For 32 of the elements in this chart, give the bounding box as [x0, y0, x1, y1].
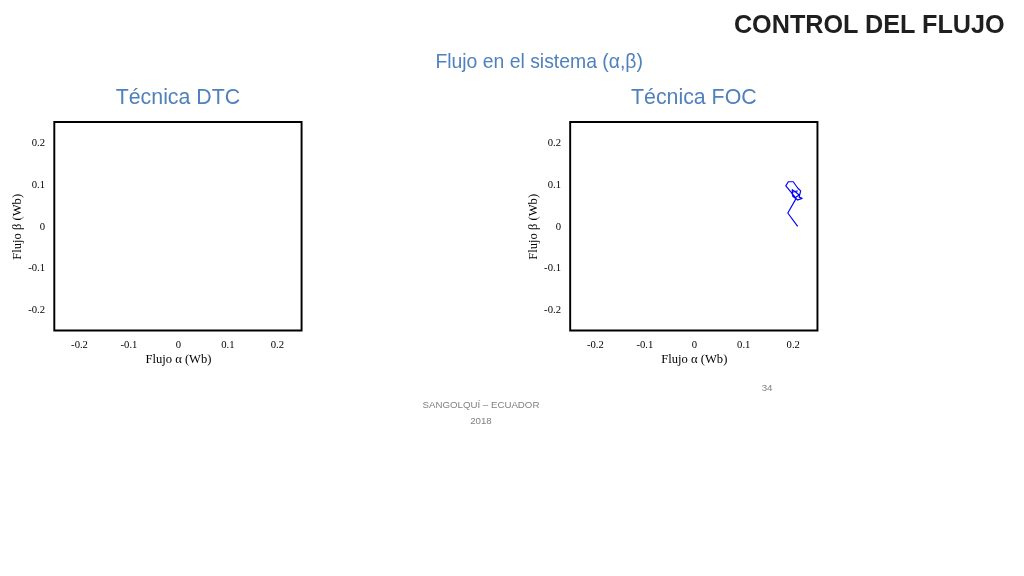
text: SANGOLQUÍ – ECUADOR: [422, 399, 540, 411]
x-axis-title: Flujo α (Wb): [661, 352, 728, 367]
x-tick-label: 0: [175, 338, 182, 350]
x-tick-label: -0.1: [120, 338, 138, 350]
text: CONTROL DEL FLUJO: [733, 9, 1005, 38]
y-tick-label: -0.1: [28, 262, 46, 274]
chart-title: Técnica FOC: [631, 84, 757, 109]
x-tick-label: 0.1: [737, 338, 751, 350]
x-tick-label: -0.2: [71, 338, 88, 350]
chart-title: Técnica DTC: [115, 84, 241, 109]
x-tick-label: 0.1: [221, 338, 235, 350]
y-tick-label: -0.2: [28, 304, 46, 316]
y-tick-label: 0: [39, 220, 46, 232]
y-tick-label: -0.1: [544, 262, 561, 274]
x-tick-label: -0.2: [586, 338, 604, 350]
x-tick-label: 0.2: [270, 338, 284, 350]
text: 2018: [470, 414, 492, 426]
line-series: [785, 181, 803, 227]
x-tick-label: 0: [691, 338, 697, 350]
y-axis-title: Flujo β (Wb): [526, 193, 541, 260]
x-tick-label: -0.1: [636, 338, 654, 350]
x-axis-title: Flujo α (Wb): [145, 352, 212, 367]
y-tick-label: 0.2: [31, 137, 46, 149]
y-tick-label: -0.2: [544, 304, 561, 316]
y-tick-label: 0.2: [547, 137, 561, 149]
y-tick-label: 0.1: [31, 179, 46, 191]
text: Flujo en el sistema (α,β): [435, 49, 643, 72]
text: 34: [761, 381, 774, 393]
y-tick-label: 0.1: [547, 179, 561, 191]
y-axis-title: Flujo β (Wb): [10, 193, 25, 260]
x-tick-label: 0.2: [786, 338, 800, 350]
y-tick-label: 0: [555, 220, 561, 232]
